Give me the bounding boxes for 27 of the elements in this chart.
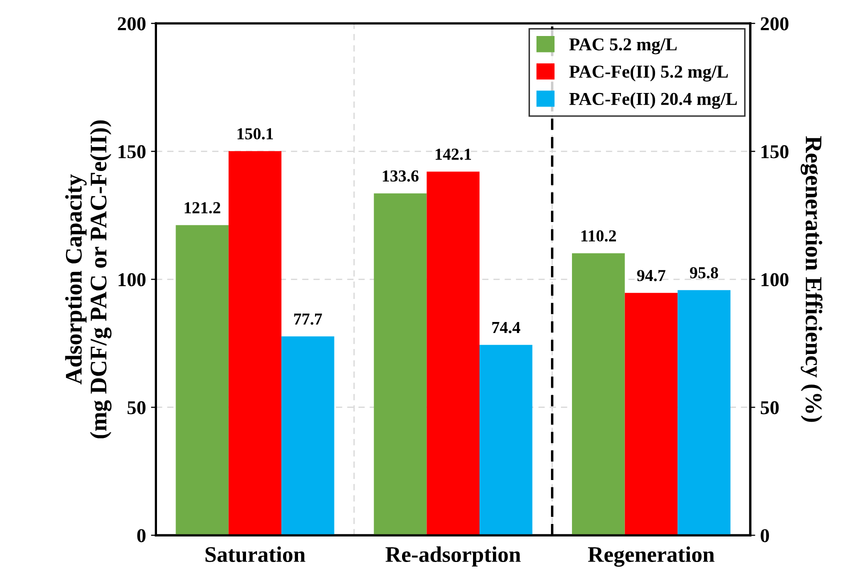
x-tick-label: Regeneration — [588, 546, 714, 567]
y2-axis-title: Regeneration Efficiency (%) — [800, 136, 822, 422]
x-tick-label: Re-adsorption — [386, 546, 521, 567]
data-label: 150.1 — [238, 128, 273, 140]
data-label: 94.7 — [637, 270, 666, 282]
y-tick-label: 50 — [128, 401, 146, 414]
y-tick-label: 100 — [118, 273, 146, 286]
data-label: 142.1 — [436, 148, 471, 160]
legend-label: PAC 5.2 mg/L — [569, 38, 677, 54]
data-label: 95.8 — [690, 267, 718, 278]
y-tick-label: 0 — [137, 529, 146, 542]
legend-label: PAC-Fe(II) 20.4 mg/L — [569, 92, 737, 109]
y-axis-title: Adsorption Capacity (mg DCF/g PAC or PAC-Fe(II)) — [65, 120, 112, 438]
y-tick-label: 200 — [118, 17, 146, 30]
y2-tick-label: 100 — [762, 273, 788, 286]
y2-tick-label: 0 — [760, 529, 769, 542]
x-tick-label: Saturation — [206, 546, 306, 562]
legend-label: PAC-Fe(II) 5.2 mg/L — [569, 65, 728, 82]
data-label: 121.2 — [184, 202, 220, 214]
data-label: 133.6 — [382, 170, 419, 182]
data-label: 110.2 — [581, 230, 616, 242]
y-tick-label: 150 — [118, 145, 146, 158]
y2-tick-label: 150 — [762, 145, 788, 158]
y2-tick-label: 50 — [760, 401, 779, 414]
data-label: 74.4 — [492, 322, 520, 334]
y2-tick-label: 200 — [760, 17, 788, 30]
data-label: 77.7 — [294, 314, 322, 325]
